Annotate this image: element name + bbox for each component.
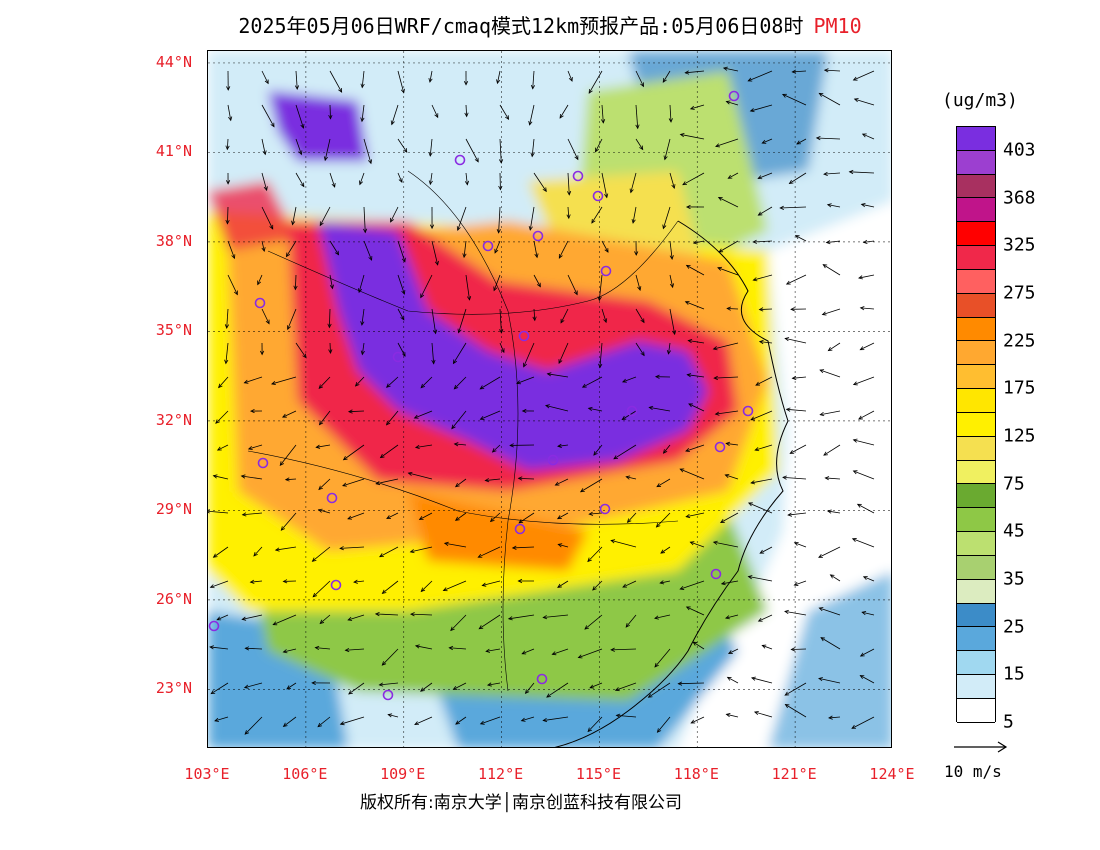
colorbar-cell (957, 651, 995, 676)
colorbar-cell (957, 603, 995, 628)
colorbar-cell (957, 150, 995, 175)
lat-label: 32°N (155, 410, 192, 429)
colorbar-label: 45 (1003, 520, 1025, 542)
lon-label: 118°E (673, 765, 719, 783)
colorbar-cell (957, 532, 995, 556)
colorbar-label: 225 (1003, 330, 1036, 352)
colorbar-cell (957, 365, 995, 390)
colorbar-cell (957, 198, 995, 223)
lat-label: 23°N (155, 679, 192, 698)
colorbar-label: 175 (1003, 377, 1036, 399)
colorbar-cell (957, 341, 995, 366)
lon-label: 109°E (380, 765, 426, 783)
pm10-map (207, 50, 892, 748)
colorbar-label: 368 (1003, 187, 1036, 209)
colorbar-cell (957, 222, 995, 247)
pm10-field (208, 51, 891, 747)
lon-label: 103°E (184, 765, 230, 783)
colorbar-cell (957, 174, 995, 199)
colorbar-cell (957, 269, 995, 294)
colorbar-cell (957, 579, 995, 604)
colorbar-label: 75 (1003, 473, 1025, 495)
lon-label: 115°E (575, 765, 621, 783)
colorbar-label: 403 (1003, 139, 1036, 161)
colorbar-cell (957, 436, 995, 461)
colorbar-cell (957, 555, 995, 580)
colorbar-cell (957, 389, 995, 413)
colorbar-cell (957, 246, 995, 270)
wind-vectors (208, 66, 875, 735)
colorbar-label: 325 (1003, 234, 1036, 256)
lat-label: 35°N (155, 321, 192, 340)
colorbar-cell (957, 508, 995, 533)
lat-label: 26°N (155, 589, 192, 608)
colorbar-label: 275 (1003, 282, 1036, 304)
colorbar-cell (957, 698, 995, 723)
lat-label: 44°N (155, 52, 192, 71)
lat-label: 29°N (155, 500, 192, 519)
colorbar-label: 15 (1003, 663, 1025, 685)
colorbar-cell (957, 484, 995, 509)
wind-reference-arrow (954, 741, 1008, 753)
lon-label: 121°E (771, 765, 817, 783)
colorbar-cell (957, 127, 995, 151)
map-title: 2025年05月06日WRF/cmaq模式12km预报产品:05月06日08时 P… (238, 14, 862, 38)
lon-label: 112°E (477, 765, 524, 783)
copyright-notice: 版权所有:南京大学│南京创蓝科技有限公司 (360, 793, 682, 813)
product-name: PM10 (813, 14, 862, 38)
colorbar-label: 35 (1003, 568, 1025, 590)
lat-label: 41°N (155, 142, 192, 161)
pm10-map-canvas (208, 51, 891, 747)
city-markers (208, 90, 754, 701)
lon-label: 106°E (282, 765, 328, 783)
colorbar (956, 126, 996, 723)
colorbar-cell (957, 317, 995, 342)
colorbar-label: 5 (1003, 711, 1014, 733)
colorbar-label: 125 (1003, 425, 1036, 447)
province-borders (247, 170, 789, 747)
colorbar-label: 25 (1003, 616, 1025, 638)
colorbar-cell (957, 293, 995, 318)
lat-label: 38°N (155, 231, 192, 250)
colorbar-cell (957, 460, 995, 485)
lon-label: 124°E (869, 765, 915, 783)
colorbar-cell (957, 412, 995, 437)
colorbar-cell (957, 627, 995, 652)
colorbar-cell (957, 675, 995, 699)
wind-reference-label: 10 m/s (944, 762, 1002, 781)
colorbar-unit: (ug/m3) (942, 90, 1018, 111)
